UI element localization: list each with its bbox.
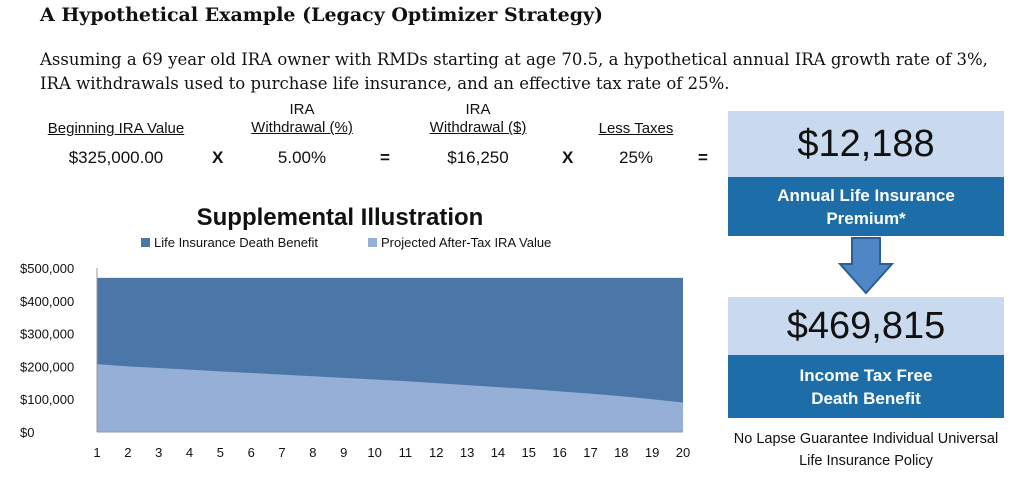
y-tick-label: $400,000 [20,294,74,309]
times-operator-2: X [562,148,574,167]
x-tick-label: 15 [522,445,536,460]
chart-title: Supplemental Illustration [196,204,484,231]
x-tick-label: 10 [367,445,381,460]
x-tick-label: 13 [460,445,474,460]
beginning-ira-value: $325,000.00 [68,148,164,167]
less-taxes-label: Less Taxes [598,120,674,137]
x-tick-label: 7 [278,445,285,460]
policy-note: No Lapse Guarantee Individual Universal … [733,431,999,469]
legend-swatch [368,238,377,247]
equals-operator-2: = [698,148,708,167]
y-tick-label: $500,000 [20,261,74,276]
beginning-ira-label: Beginning IRA Value [47,120,185,137]
x-tick-label: 20 [676,445,690,460]
x-tick-label: 6 [248,445,255,460]
x-tick-label: 3 [155,445,162,460]
x-tick-label: 4 [186,445,193,460]
x-tick-label: 16 [552,445,566,460]
withdrawal-amt-label: IRA Withdrawal ($) [429,101,527,136]
death-benefit-label: Income Tax Free Death Benefit [728,355,1004,418]
y-tick-label: $300,000 [20,327,74,342]
x-tick-label: 8 [309,445,316,460]
death-benefit-amount: $469,815 [728,297,1004,355]
x-tick-label: 14 [491,445,505,460]
premium-amount: $12,188 [728,111,1004,177]
x-tick-label: 12 [429,445,443,460]
x-tick-label: 11 [399,445,413,460]
legend-label: Projected After-Tax IRA Value [381,235,551,250]
withdrawal-pct-label: IRA Withdrawal (%) [251,101,353,136]
page-title: A Hypothetical Example (Legacy Optimizer… [40,4,604,26]
x-tick-label: 2 [124,445,131,460]
x-tick-label: 18 [614,445,628,460]
x-tick-label: 9 [340,445,347,460]
legend-label: Life Insurance Death Benefit [154,235,318,250]
times-operator-1: X [212,148,224,167]
area-chart: $0 $100,000 $200,000 $300,000 $400,000 $500,0… [20,235,690,460]
x-tick-label: 17 [583,445,597,460]
equals-operator-1: = [380,148,390,167]
y-tick-label: $100,000 [20,392,74,407]
legend-swatch [141,238,150,247]
x-tick-label: 19 [645,445,659,460]
y-tick-label: $200,000 [20,359,74,374]
less-taxes-value: 25% [618,148,654,167]
withdrawal-amt-value: $16,250 [447,148,509,167]
ira-value-area [97,364,683,432]
down-arrow-icon [838,237,894,295]
y-tick-label: $0 [20,425,34,440]
premium-label: Annual Life Insurance Premium* [728,177,1004,236]
intro-text: Assuming a 69 year old IRA owner with RM… [40,50,988,93]
x-tick-label: 5 [217,445,224,460]
withdrawal-pct-value: 5.00% [277,148,327,167]
x-tick-label: 1 [93,445,100,460]
